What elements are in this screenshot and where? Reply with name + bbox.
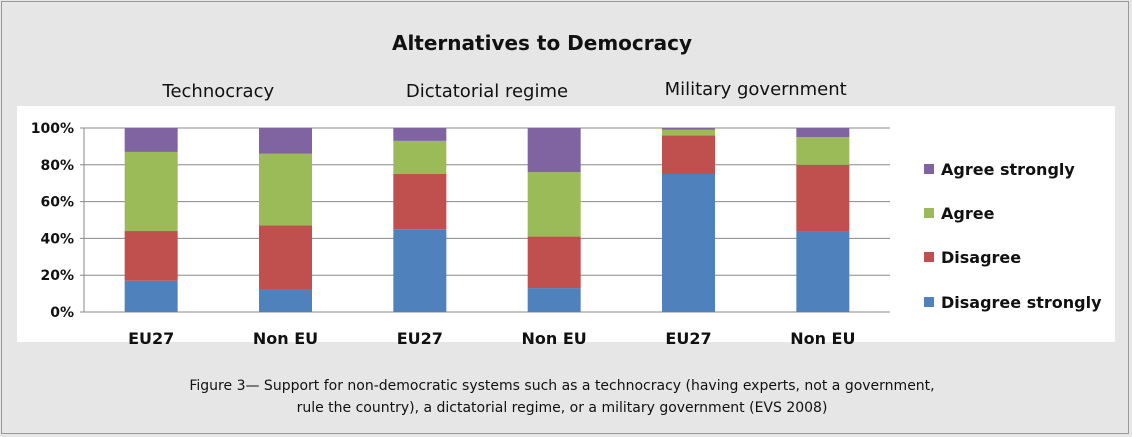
- bar-segment-agree: [124, 151, 178, 232]
- y-tick-label: 100%: [31, 121, 74, 137]
- bar-segment-disagree-strongly: [393, 229, 447, 312]
- legend-swatch: [924, 252, 934, 262]
- bar-segment-disagree: [796, 164, 850, 232]
- legend-label: Disagree strongly: [941, 293, 1102, 312]
- x-category-label: EU27: [128, 329, 174, 348]
- legend-label: Agree strongly: [941, 160, 1075, 179]
- bar-segment-agree-strongly: [527, 128, 581, 173]
- bar-segment-disagree-strongly: [259, 289, 312, 312]
- group-title: Military government: [665, 79, 847, 100]
- bar-segment-agree-strongly: [796, 128, 850, 138]
- y-tick-label: 80%: [40, 158, 74, 174]
- bar-segment-agree: [259, 153, 312, 226]
- group-title: Technocracy: [162, 81, 275, 102]
- x-category-label: EU27: [665, 329, 711, 348]
- group-title: Dictatorial regime: [406, 81, 568, 102]
- bar-segment-disagree-strongly: [662, 174, 715, 312]
- y-tick-label: 60%: [40, 195, 74, 211]
- x-category-label: Non EU: [253, 329, 318, 348]
- x-category-label: EU27: [397, 329, 443, 348]
- bar-segment-disagree-strongly: [527, 288, 581, 312]
- bar-segment-disagree: [124, 231, 178, 281]
- bar-segment-disagree: [527, 236, 581, 289]
- bar-segment-agree-strongly: [124, 128, 178, 152]
- bar-segment-agree: [662, 129, 715, 136]
- caption-line-2: rule the country), a dictatorial regime,…: [297, 400, 828, 416]
- y-tick-label: 20%: [40, 268, 74, 284]
- bar-segment-disagree: [393, 174, 447, 230]
- bar-segment-agree-strongly: [662, 128, 715, 130]
- bar-segment-agree-strongly: [393, 128, 447, 141]
- bar-segment-disagree: [662, 135, 715, 174]
- caption-line-1: Figure 3— Support for non-democratic sys…: [189, 378, 934, 394]
- legend-label: Agree: [941, 204, 995, 223]
- bar-segment-disagree: [259, 225, 312, 290]
- legend-label: Disagree: [941, 248, 1021, 267]
- x-category-label: Non EU: [790, 329, 855, 348]
- bar-segment-agree: [527, 172, 581, 237]
- bar-segment-agree-strongly: [259, 128, 312, 154]
- bar-segment-agree: [796, 137, 850, 165]
- y-tick-label: 40%: [40, 231, 74, 247]
- legend-swatch: [924, 208, 934, 218]
- legend-swatch: [924, 164, 934, 174]
- chart-title: Alternatives to Democracy: [392, 31, 692, 55]
- bar-segment-agree: [393, 140, 447, 174]
- bar-segment-disagree-strongly: [124, 280, 178, 312]
- legend-swatch: [924, 297, 934, 307]
- y-tick-label: 0%: [50, 305, 74, 321]
- x-category-label: Non EU: [522, 329, 587, 348]
- bar-segment-disagree-strongly: [796, 231, 850, 312]
